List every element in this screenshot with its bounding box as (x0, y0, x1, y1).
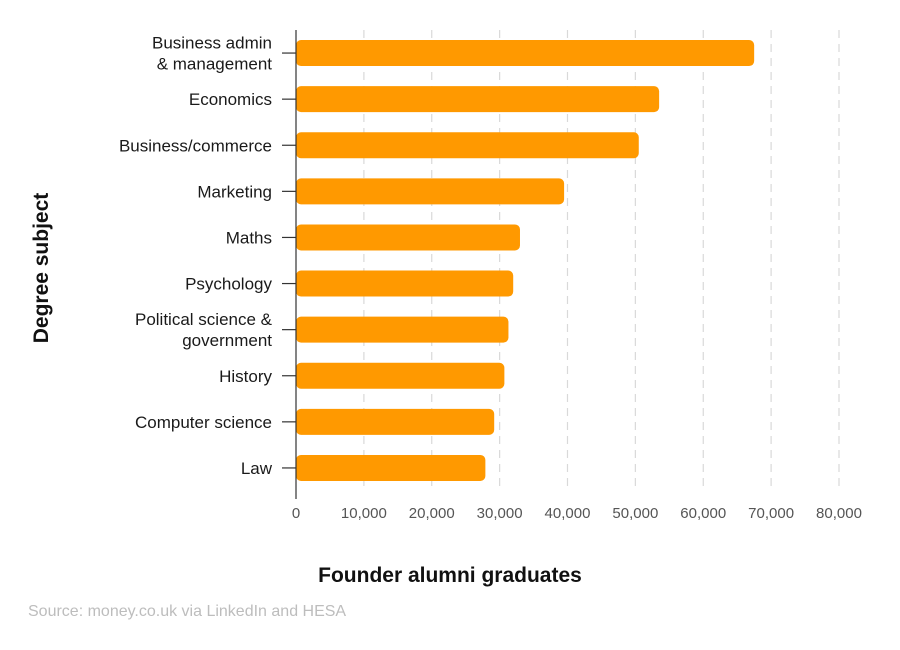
y-axis: Business admin & management Economics Busin… (119, 30, 297, 499)
category-label: Business/commerce (119, 136, 272, 155)
category-label: Law (241, 459, 273, 478)
bar (296, 454, 486, 481)
x-tick-label: 60,000 (680, 505, 726, 522)
category-label: Marketing (197, 182, 272, 201)
x-tick-label: 70,000 (748, 505, 794, 522)
bar (296, 132, 639, 159)
bar (296, 270, 514, 297)
category-label: Psychology (185, 275, 272, 294)
x-tick-label: 80,000 (816, 505, 862, 522)
category-label: Maths (226, 228, 272, 247)
category-label: History (219, 367, 272, 386)
category-label: Economics (189, 90, 272, 109)
bar (296, 408, 495, 435)
x-tick-label: 10,000 (341, 505, 387, 522)
x-tick-label: 40,000 (545, 505, 591, 522)
x-axis-title: Founder alumni graduates (318, 564, 582, 587)
bars (296, 40, 755, 481)
x-axis: 0 10,000 20,000 30,000 40,000 50,000 60,000 70,… (292, 505, 862, 522)
category-label: Political science & government (135, 310, 273, 350)
category-label: Business admin & management (152, 34, 272, 74)
x-tick-label: 0 (292, 505, 300, 522)
bar (296, 316, 509, 343)
x-tick-label: 20,000 (409, 505, 455, 522)
bar (296, 224, 520, 251)
source-note: Source: money.co.uk via LinkedIn and HES… (28, 603, 347, 620)
x-tick-label: 30,000 (477, 505, 523, 522)
bar (296, 86, 660, 113)
category-label: Computer science (135, 413, 272, 432)
bar (296, 40, 755, 67)
y-axis-title: Degree subject (30, 193, 53, 344)
bar (296, 178, 565, 205)
x-tick-label: 50,000 (612, 505, 658, 522)
bar (296, 362, 505, 389)
